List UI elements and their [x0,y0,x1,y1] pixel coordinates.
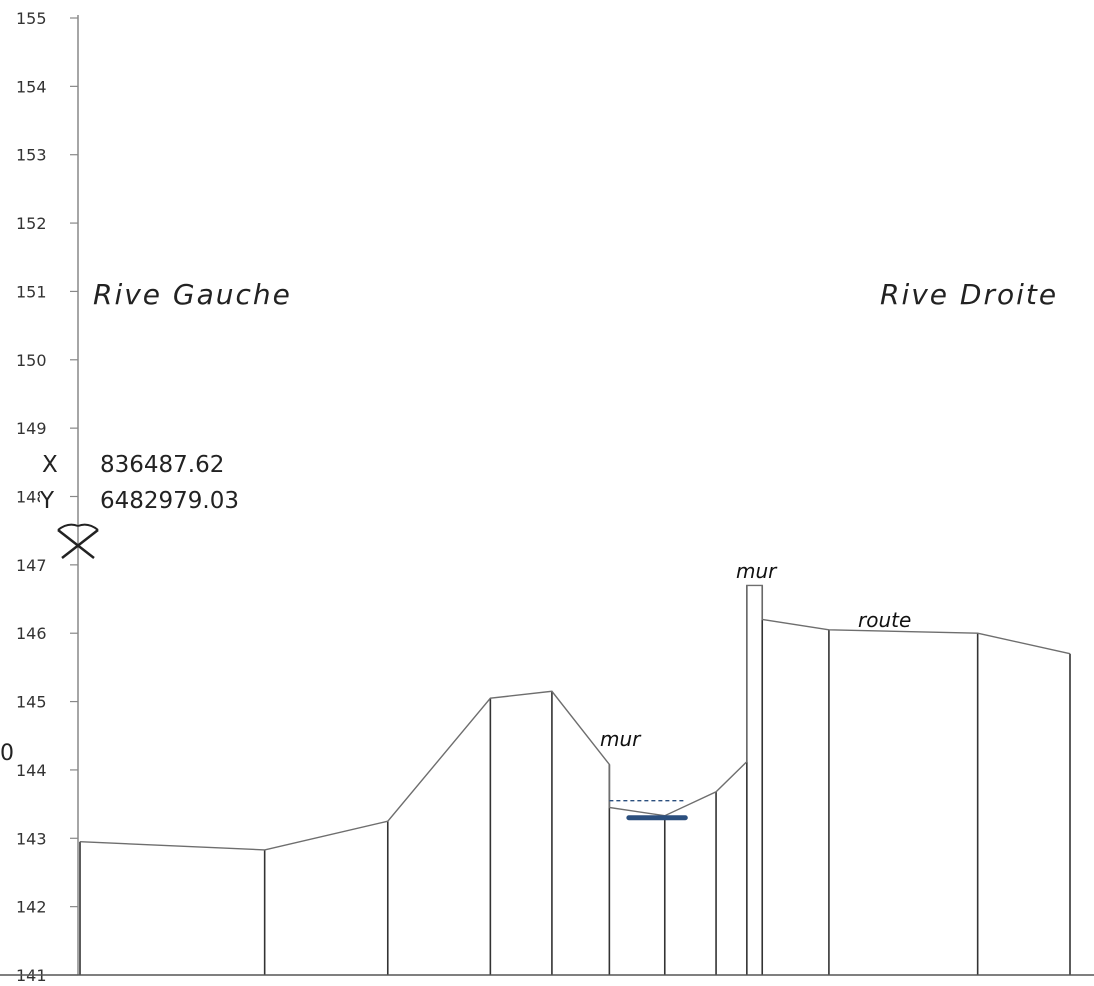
y-tick-label: 146 [16,624,47,643]
mur-left-label: mur [600,727,642,751]
pick-axe-icon [57,523,99,559]
y-tick-label: 147 [16,556,47,575]
y-tick-label: 144 [16,761,47,780]
y-tick-label: 142 [16,898,47,917]
stray-zero-label: 0 [0,741,14,766]
route-label: route [858,608,911,632]
left-bank-label: Rive Gauche [93,278,292,311]
tick-layer: 1411421431441451461471481491501511521531… [16,9,78,985]
coord-x-value: 836487.62 [100,452,224,478]
y-tick-label: 143 [16,829,47,848]
y-tick-label: 155 [16,9,47,28]
profile-layer [79,584,1071,975]
y-tick-label: 148 [16,488,47,507]
right-bank-label: Rive Droite [880,278,1058,311]
y-tick-label: 149 [16,419,47,438]
terrain-profile-line [79,584,1071,851]
y-tick-label: 145 [16,693,47,712]
coord-x-label: X [42,452,58,478]
y-tick-label: 154 [16,77,47,96]
coord-y-label: Y [39,488,55,514]
y-tick-label: 150 [16,351,47,370]
mur-right-label: mur [736,559,778,583]
coord-y-value: 6482979.03 [100,488,239,514]
y-tick-label: 151 [16,282,47,301]
coord-backdrop [40,452,62,508]
y-tick-label: 153 [16,146,47,165]
y-tick-label: 152 [16,214,47,233]
